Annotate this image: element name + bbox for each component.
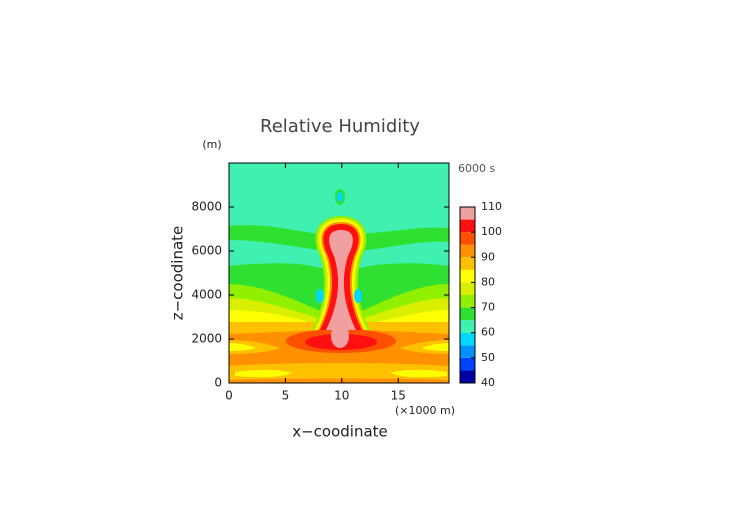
x-tick-label: 15 [391,389,406,403]
colorbar-band [460,295,475,308]
colorbar-band [460,370,475,383]
y-tick-label: 2000 [191,332,222,346]
chart-title: Relative Humidity [260,116,420,137]
contour-region [326,230,356,330]
contour-region [316,289,324,303]
contour-region [235,369,292,378]
colorbar-band [460,357,475,371]
y-axis-label: z−coodinate [169,226,187,321]
colorbar-band [460,307,475,321]
contour-region [229,363,449,380]
contour-region [337,192,343,202]
colorbar-band [460,219,475,233]
colorbar-tick-label: 80 [481,275,495,288]
colorbar-tick-label: 40 [481,376,495,389]
y-tick-label: 6000 [191,244,222,258]
contour-region [422,343,449,351]
y-unit: (m) [202,138,221,151]
colorbar-tick-label: 50 [481,351,495,364]
colorbar-band [460,244,475,258]
colorbar-tick-label: 100 [481,225,502,238]
contour-region [354,289,362,303]
contour-region [229,343,256,351]
x-tick-label: 5 [282,389,290,403]
colorbar-band [460,269,475,283]
colorbar-tick-label: 90 [481,250,495,263]
x-unit: (×1000 m) [395,404,455,417]
y-tick-label: 0 [214,376,222,390]
x-tick-label: 0 [225,389,233,403]
colorbar-band [460,232,475,245]
colorbar-band [460,345,475,358]
contour-region [390,369,447,378]
y-tick-label: 8000 [191,200,222,214]
colorbar-tick-label: 60 [481,326,495,339]
x-tick-label: 10 [334,389,349,403]
colorbar-band [460,332,475,346]
contour-region [331,324,349,348]
plot-frame [228,162,450,384]
colorbar-band [460,257,475,270]
colorbar-band [460,320,475,333]
y-tick-label: 4000 [191,288,222,302]
colorbar-band [460,207,475,220]
colorbar-tick-label: 70 [481,301,495,314]
colorbar-tick-label: 110 [481,200,502,213]
time-label: 6000 s [458,162,495,175]
x-axis-label: x−coodinate [292,423,388,441]
colorbar-frame [459,206,476,384]
contour-field [229,163,449,383]
colorbar-band [460,282,475,295]
